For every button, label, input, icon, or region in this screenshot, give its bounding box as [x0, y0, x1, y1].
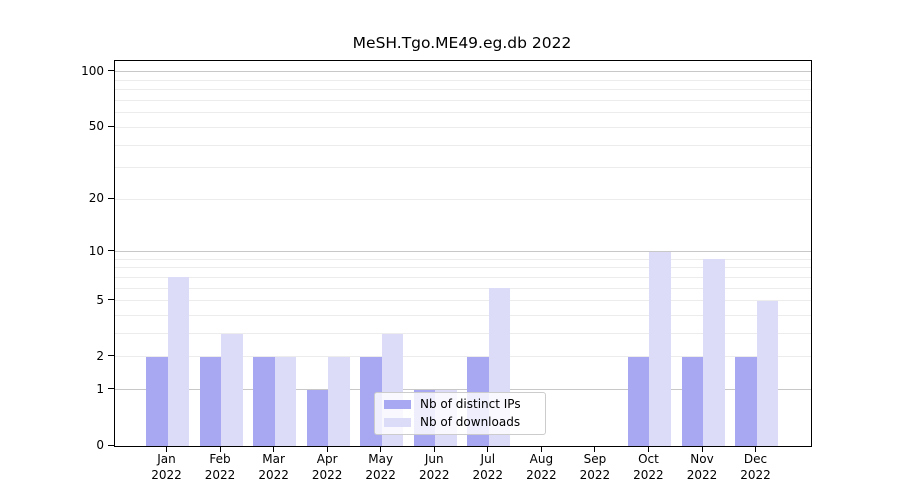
gridline-major-1	[115, 389, 811, 391]
bar-downloads-nov	[703, 259, 725, 446]
bar-distinct-ips-nov	[681, 356, 703, 446]
y-tick-50	[108, 125, 114, 127]
legend-item-distinct-ips: Nb of distinct IPs	[384, 397, 536, 412]
x-tick-label-oct: Oct 2022	[633, 452, 664, 482]
bar-downloads-jan	[167, 277, 189, 446]
gridline-minor-3	[115, 333, 811, 335]
gridline-minor-9	[115, 258, 811, 260]
x-tick-label-feb: Feb 2022	[204, 452, 236, 482]
y-tick-label-5: 5	[96, 292, 104, 307]
gridline-major-10	[115, 251, 811, 253]
legend-swatch-downloads-icon	[384, 418, 411, 427]
y-tick-label-100: 100	[81, 63, 104, 78]
x-tick-label-apr: Apr 2022	[311, 452, 343, 482]
x-tick-oct	[647, 446, 649, 452]
bar-distinct-ips-jan	[146, 356, 168, 446]
x-tick-feb	[219, 446, 221, 452]
bar-distinct-ips-feb	[199, 356, 222, 446]
y-tick-label-0: 0	[96, 438, 104, 452]
bar-downloads-mar	[274, 356, 297, 446]
bar-downloads-feb	[221, 333, 243, 446]
gridline-minor-90	[115, 79, 811, 81]
x-tick-nov	[701, 446, 703, 452]
x-tick-label-sep: Sep 2022	[579, 452, 611, 482]
gridline-minor-20	[115, 198, 811, 200]
bar-distinct-ips-oct	[627, 356, 650, 446]
x-tick-label-mar: Mar 2022	[258, 452, 289, 482]
x-tick-jan	[166, 446, 167, 452]
gridline-major-100	[115, 71, 811, 73]
gridline-minor-70	[115, 100, 811, 102]
x-tick-may	[380, 446, 382, 452]
x-tick-label-jun: Jun 2022	[418, 452, 450, 482]
y-tick-1	[108, 388, 114, 390]
y-tick-20	[108, 197, 114, 199]
legend-label-distinct-ips: Nb of distinct IPs	[420, 397, 521, 411]
plot-area: Nb of distinct IPs Nb of downloads	[114, 60, 812, 447]
bar-downloads-oct	[649, 251, 671, 446]
y-tick-100	[108, 70, 114, 72]
y-tick-label-1: 1	[96, 381, 104, 396]
x-tick-label-jul: Jul 2022	[472, 452, 504, 482]
x-tick-jul	[487, 446, 489, 452]
x-tick-label-dec: Dec 2022	[740, 452, 771, 482]
x-tick-sep	[594, 446, 596, 452]
gridline-minor-4	[115, 315, 811, 317]
y-tick-label-20: 20	[88, 191, 104, 206]
x-tick-dec	[755, 446, 757, 452]
plot-layer	[115, 61, 811, 446]
legend-swatch-distinct-ips-icon	[384, 400, 411, 409]
bar-distinct-ips-apr	[306, 389, 329, 446]
legend-label-downloads: Nb of downloads	[420, 415, 521, 429]
y-tick-2	[108, 355, 114, 357]
bar-distinct-ips-dec	[735, 356, 757, 446]
chart-legend: Nb of distinct IPs Nb of downloads	[374, 392, 546, 435]
x-tick-label-may: May 2022	[365, 452, 396, 482]
y-tick-label-10: 10	[88, 243, 104, 258]
x-tick-label-jan: Jan 2022	[151, 452, 182, 482]
x-tick-aug	[540, 446, 542, 452]
y-tick-label-2: 2	[96, 348, 104, 363]
gridline-minor-80	[115, 89, 811, 91]
y-tick-label-50: 50	[88, 119, 104, 134]
gridline-minor-40	[115, 144, 811, 146]
legend-item-downloads: Nb of downloads	[384, 415, 536, 430]
x-tick-label-aug: Aug 2022	[526, 452, 557, 482]
gridline-minor-60	[115, 112, 811, 114]
x-tick-label-nov: Nov 2022	[686, 452, 718, 482]
x-tick-jun	[433, 446, 435, 452]
gridline-minor-8	[115, 267, 811, 269]
chart-title: MeSH.Tgo.ME49.eg.db 2022	[352, 34, 572, 52]
y-tick-0	[108, 444, 114, 446]
x-tick-mar	[273, 446, 275, 452]
gridline-minor-6	[115, 287, 811, 289]
gridline-minor-7	[115, 276, 811, 278]
gridline-minor-5	[115, 300, 811, 302]
gridline-minor-50	[115, 126, 811, 128]
y-tick-10	[108, 250, 114, 252]
y-tick-5	[108, 299, 114, 301]
bar-downloads-dec	[756, 300, 779, 446]
gridline-minor-30	[115, 167, 811, 169]
x-tick-apr	[326, 446, 328, 452]
bar-downloads-apr	[328, 356, 350, 446]
gridline-minor-2	[115, 356, 811, 358]
bar-distinct-ips-mar	[253, 356, 275, 446]
